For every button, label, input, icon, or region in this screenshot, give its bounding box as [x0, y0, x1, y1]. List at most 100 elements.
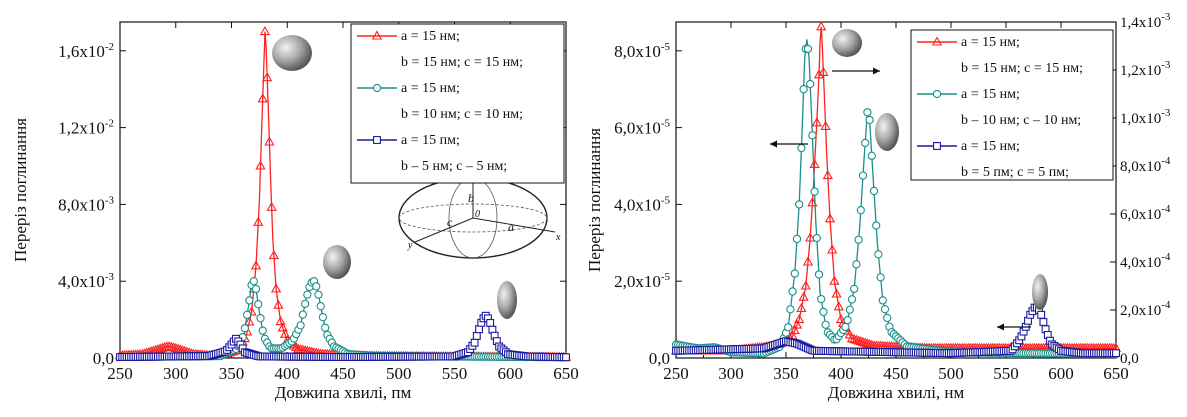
data-point [798, 291, 809, 301]
x-tick-label: 550 [993, 364, 1019, 383]
data-point [245, 296, 254, 305]
x-tick-label: 300 [718, 364, 744, 383]
y-tick-label: 4,0x10-3 [58, 271, 114, 291]
data-point [270, 283, 282, 293]
data-point [1112, 349, 1120, 358]
legend-entry: a = 15 нм; [401, 81, 460, 96]
legend-marker [933, 142, 941, 150]
data-point [805, 232, 816, 242]
data-point [854, 235, 863, 244]
legend-entry: a = 15 пм; [401, 133, 460, 148]
legend-marker [372, 83, 382, 93]
data-point [246, 306, 257, 316]
right-axes: 250 300 350 400 450 500 550 600 6500,02,0x10-54,… [614, 11, 1171, 383]
y2-tick-label: 8,0x10-4 [1120, 155, 1171, 175]
particle-image [497, 281, 517, 319]
data-point [827, 244, 838, 254]
origin-label: 0 [475, 209, 480, 220]
data-point [847, 295, 857, 304]
data-point [816, 21, 827, 31]
data-point [806, 79, 815, 89]
data-point [244, 316, 255, 326]
data-point [790, 269, 799, 278]
data-point [869, 186, 879, 196]
data-point [797, 143, 806, 153]
left-y-axis-label: Переріз поглинання [11, 118, 30, 262]
data-point [862, 338, 873, 348]
data-point [791, 319, 803, 329]
data-point [833, 301, 844, 311]
data-point [562, 353, 570, 362]
y-tick-label: 0,0 [649, 349, 670, 368]
y-tick-label: 8,0x10-3 [58, 194, 114, 214]
x-label: x [555, 232, 561, 243]
data-point [253, 216, 264, 226]
data-point [858, 171, 868, 180]
left-panel: 250 300 350 400 450 500 550 600 650 0,0 4,0x10-3 8,… [11, 21, 579, 402]
ellipsoid-inset: b c a 0 x y [398, 177, 561, 259]
data-point [250, 260, 262, 270]
data-point [254, 300, 263, 309]
data-point [298, 310, 308, 319]
y-tick-label: 4,0x10-5 [614, 194, 670, 214]
data-point [829, 275, 840, 285]
b-label: b [468, 191, 474, 205]
legend-entry: a = 15 нм; [961, 139, 1020, 154]
data-point [841, 322, 850, 332]
data-point [303, 290, 312, 299]
data-point [277, 322, 288, 332]
x-tick-label: 350 [773, 364, 799, 383]
particle-image [875, 113, 899, 151]
particle-image [1032, 274, 1048, 310]
data-point [240, 324, 250, 333]
legend-entry: a = 15 нм; [961, 87, 1020, 102]
left-legend: a = 15 нм; b = 15 нм; c = 15 нм; a = 15 нм… [350, 23, 565, 184]
y-tick-label: 1,2x10-2 [58, 118, 114, 138]
data-point [796, 302, 807, 312]
data-point [880, 305, 890, 314]
x-tick-label: 650 [1103, 364, 1129, 383]
data-point [255, 160, 266, 170]
data-point [821, 320, 830, 329]
data-point [812, 233, 821, 243]
data-point [300, 299, 310, 309]
data-point [845, 305, 854, 314]
data-point [860, 337, 871, 347]
right-x-axis-label: Довжина хвилі, нм [828, 383, 965, 402]
data-point [172, 343, 184, 353]
data-point [273, 299, 284, 309]
data-point [814, 270, 824, 279]
a-label: a [508, 220, 514, 234]
data-point [264, 136, 275, 146]
data-point [820, 120, 831, 130]
data-point [803, 44, 813, 54]
y-tick-label: 0,0 [93, 349, 114, 368]
axis-arrow-head [770, 140, 777, 148]
data-point [817, 294, 826, 304]
data-point [170, 342, 181, 352]
data-point [472, 331, 481, 340]
data-point [810, 187, 819, 196]
data-point [800, 280, 811, 290]
data-point [792, 234, 802, 244]
axis-arrow-head [873, 67, 880, 75]
particle-image [832, 29, 862, 57]
data-point [861, 138, 870, 148]
x-tick-label: 250 [663, 364, 689, 383]
data-point [251, 284, 261, 294]
right-legend: a = 15 нм; b = 15 нм; c = 15 нм; a = 15 нм… [910, 29, 1114, 181]
data-point [314, 290, 323, 299]
data-point [851, 334, 862, 344]
legend-marker [373, 136, 381, 144]
data-point [872, 221, 881, 230]
y-tick-label: 6,0x10-5 [614, 118, 670, 138]
data-point [470, 338, 479, 347]
left-x-axis-label: Довжипа хвилі, пм [275, 383, 412, 402]
data-point [242, 310, 252, 319]
data-point [268, 249, 280, 260]
data-point [864, 338, 875, 349]
left-particle-images [272, 35, 517, 319]
data-point [857, 336, 869, 346]
x-tick-label: 500 [938, 364, 964, 383]
data-point [813, 69, 825, 79]
